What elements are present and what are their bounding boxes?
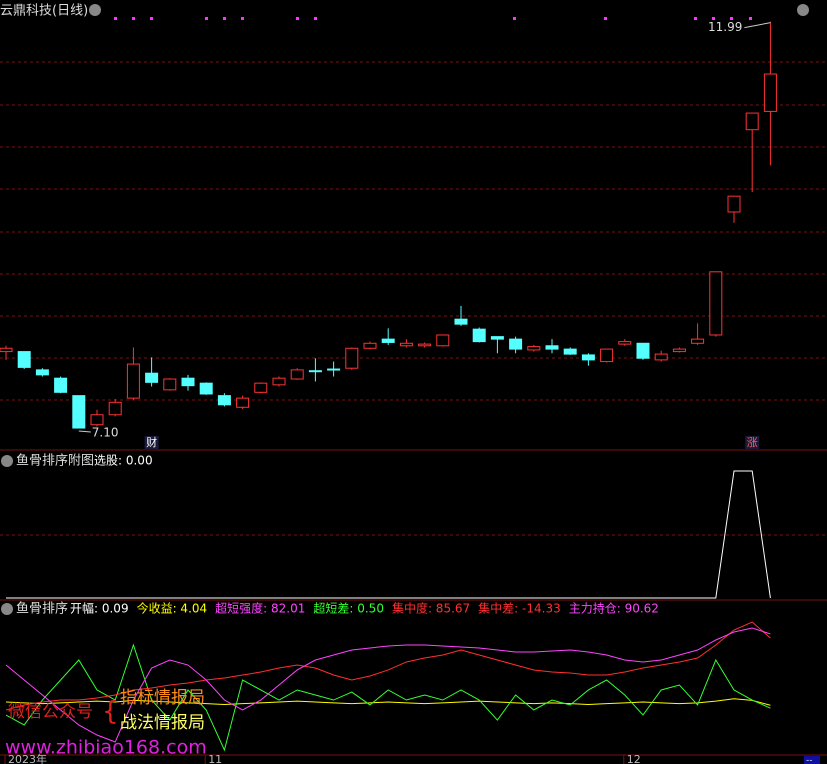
candle-body (381, 338, 395, 343)
watermark: 指标情报局 (120, 688, 205, 708)
candle-body (436, 334, 450, 347)
corner-label: -- (806, 756, 813, 764)
candle-body (618, 341, 632, 345)
candle-body (0, 347, 13, 353)
candle-body (600, 348, 614, 363)
candle-body (691, 338, 705, 344)
candle-body (308, 370, 322, 373)
candle-body (163, 378, 177, 391)
candle-body (17, 351, 31, 368)
watermark: { (102, 697, 119, 727)
event-box (745, 436, 760, 449)
low-label: 7.10 (92, 426, 119, 440)
legend-entry: 今收益: 4.04 (137, 601, 208, 616)
candle-body (727, 195, 741, 213)
candle-body (199, 382, 213, 395)
legend-entry: 超短强度: 82.01 (215, 601, 305, 616)
legend-entry: 选股: 0.00 (94, 454, 153, 468)
candle-body (54, 377, 68, 393)
legend-entry: 主力持仓: 90.62 (569, 601, 659, 616)
event-label: 财 (146, 435, 157, 449)
legend-entry: 集中度: 85.67 (392, 601, 470, 616)
event-box (144, 436, 159, 449)
panel-title: 鱼骨排序附图 (16, 453, 94, 469)
candle-body (145, 372, 159, 383)
candle-body (327, 368, 341, 371)
low-arrow (78, 430, 91, 433)
panel-title: 鱼骨排序 (16, 601, 68, 617)
candle-body (563, 348, 577, 355)
candle-body (399, 342, 413, 347)
candle-body (181, 377, 195, 387)
candle-body (509, 338, 523, 350)
candle-body (290, 369, 304, 380)
candle-body (745, 112, 759, 131)
candle-body (126, 363, 140, 399)
candle-body (363, 342, 377, 349)
legend-entry: 集中差: -14.33 (478, 601, 561, 616)
candle-body (345, 347, 359, 369)
candle-body (272, 377, 286, 386)
candle-body (636, 342, 650, 359)
x-tick-label: 12 (627, 753, 641, 764)
signal-dots (114, 17, 752, 20)
candle-body (672, 348, 686, 353)
candle-body (472, 328, 486, 343)
candle-body (581, 354, 595, 361)
candle-body (527, 346, 541, 351)
candle-body (418, 343, 432, 347)
x-tick-label: 2023年 (8, 752, 47, 764)
high-arrow (744, 22, 771, 29)
candle-body (763, 73, 777, 112)
candle-body (454, 318, 468, 325)
candle-body (35, 369, 49, 376)
watermark: 战法情报局 (120, 713, 205, 733)
series-line (5, 643, 771, 752)
chart-title: 云鼎科技(日线) (0, 4, 88, 19)
high-label: 11.99 (708, 20, 742, 34)
candle-body (236, 397, 250, 408)
candle-body (545, 345, 559, 350)
candle-body (217, 395, 231, 406)
candle-body (490, 336, 504, 340)
event-label: 涨 (747, 436, 758, 449)
candle-body (90, 414, 104, 426)
candle-body (254, 382, 268, 393)
legend-entry: 超短差: 0.50 (313, 601, 384, 616)
series-line (5, 627, 771, 743)
series-line (6, 470, 771, 599)
legend-entry: 开幅: 0.09 (70, 601, 129, 616)
candle-body (709, 271, 723, 336)
watermark: 微信公众号 (8, 702, 93, 722)
candle-body (108, 401, 122, 416)
candle-body (72, 395, 86, 429)
x-tick-label: 11 (208, 753, 222, 764)
series-line (5, 621, 771, 711)
header-icons (1, 4, 809, 615)
corner-box (804, 756, 820, 764)
candle-body (654, 353, 668, 361)
panel-frames (0, 449, 827, 756)
watermark: www.zhibiao168.com (5, 737, 207, 759)
